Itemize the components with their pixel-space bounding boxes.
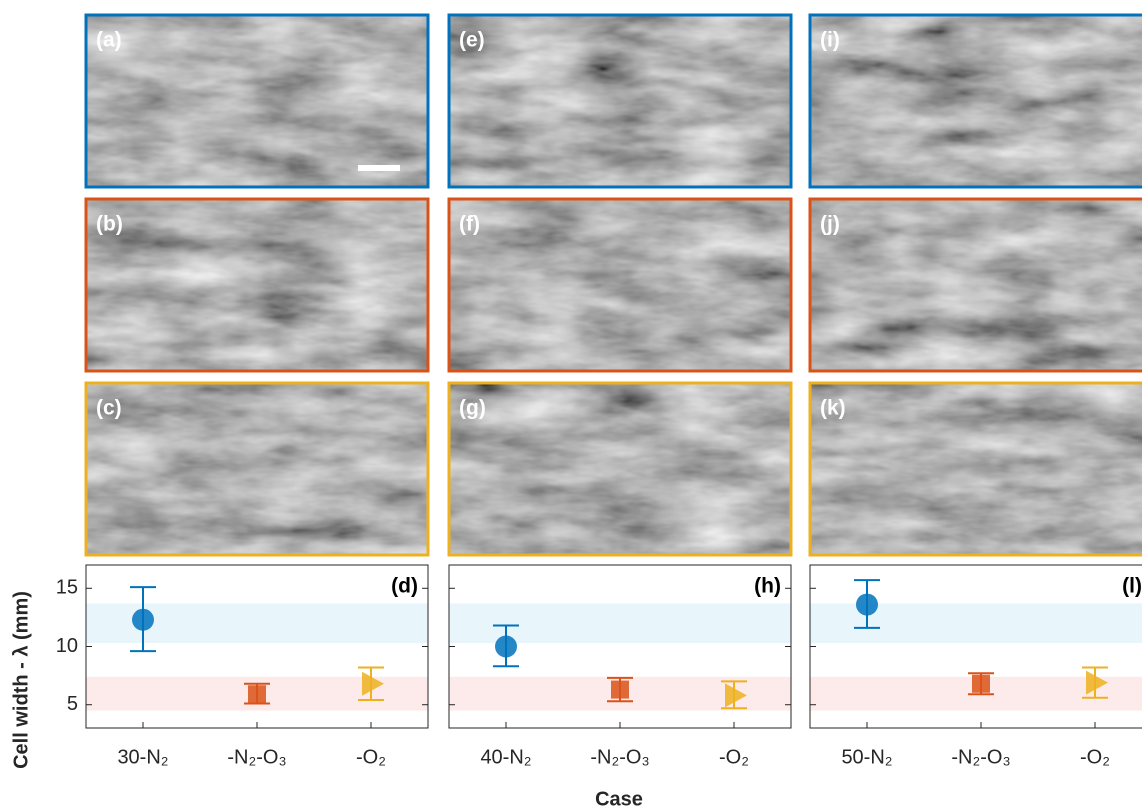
y-tick-label: 10 [56,635,78,657]
image-panel: (k) [810,383,1142,555]
panel-label: (e) [459,29,485,52]
image-panel: (g) [449,383,791,555]
marker [132,609,154,631]
panel-label: (c) [96,397,122,420]
chart: 40-N₂ -N₂-O₃ -O₂ (h) Case [449,565,791,810]
x-tick-label: -N₂-O₃ [951,746,1010,768]
chart: 5 10 15 30-N₂ -N₂-O₃ -O₂ (d) Cell width - λ (mm… [10,565,428,769]
y-axis-label: Cell width - λ (mm) [10,591,32,769]
chart-label: (l) [1122,575,1142,598]
panel-image [810,199,1142,371]
image-panel: (a) [86,15,428,187]
image-panel: (b) [86,199,428,371]
chart-label: (h) [754,575,781,598]
x-tick-label: -O₂ [719,746,749,768]
page: {"panels": [ {"label": "(a)"}, {"label":… [0,0,1142,812]
marker [611,681,629,699]
marker [972,675,990,693]
image-panel: (f) [449,199,791,371]
x-tick-label: 30-N₂ [117,746,168,768]
image-panel: (i) [810,15,1142,187]
x-tick-label: -O₂ [356,746,386,768]
panel-label: (k) [820,397,846,420]
panel-image [86,199,428,371]
x-tick-label: -O₂ [1080,746,1110,768]
figure: (a) (b) (c) (e) (f) (g) (i) (j) (k) 5 10 15 30-N₂ -N₂… [0,0,1142,812]
x-tick-label: -N₂-O₃ [227,746,286,768]
marker [856,594,878,616]
marker [495,636,517,658]
x-tick-label: -N₂-O₃ [590,746,649,768]
chart: 50-N₂ -N₂-O₃ -O₂ (l) [810,565,1142,768]
chart-label: (d) [391,575,418,598]
x-tick-label: 50-N₂ [841,746,892,768]
panel-image [86,15,428,187]
panel-image [810,15,1142,187]
y-tick-label: 5 [67,693,78,715]
panel-image [449,199,791,371]
panel-label: (a) [96,29,122,52]
panel-image [86,383,428,555]
panel-label: (f) [459,213,480,236]
y-tick-label: 15 [56,577,78,599]
panel-label: (i) [820,29,840,52]
x-tick-label: 40-N₂ [480,746,531,768]
x-axis-label: Case [595,788,643,810]
image-panel: (j) [810,199,1142,371]
image-panel: (c) [86,383,428,555]
panel-image [449,15,791,187]
panel-label: (j) [820,213,840,236]
image-panel: (e) [449,15,791,187]
panel-image [810,383,1142,555]
marker [248,685,266,703]
panel-label: (g) [459,397,486,420]
panel-image [449,383,791,555]
shaded-band [449,603,791,643]
scale-bar [358,165,400,171]
panel-label: (b) [96,213,123,236]
